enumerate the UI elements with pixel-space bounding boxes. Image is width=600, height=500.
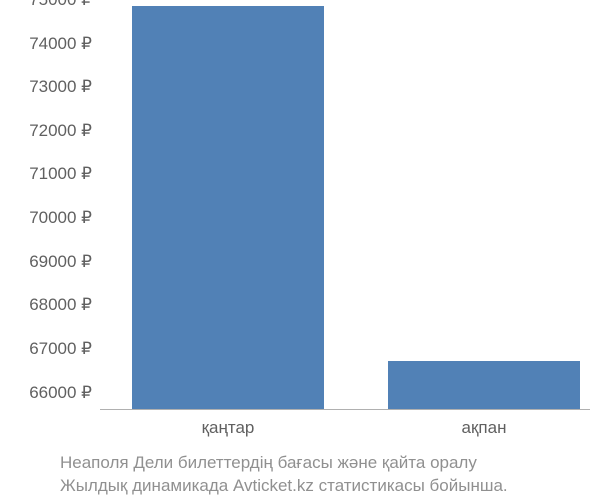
y-tick-label: 71000 ₽ <box>29 164 92 184</box>
bar-ақпан <box>388 361 580 409</box>
y-axis: 66000 ₽ 67000 ₽ 68000 ₽ 69000 ₽ 70000 ₽ 71000… <box>0 0 100 410</box>
y-tick-label: 70000 ₽ <box>29 208 92 228</box>
y-tick-label: 69000 ₽ <box>29 252 92 272</box>
plot-area <box>100 0 590 410</box>
caption-line-1: Неаполя Дели билеттердің бағасы және қай… <box>60 453 477 472</box>
y-tick-label: 74000 ₽ <box>29 34 92 54</box>
bar-қаңтар <box>132 6 324 409</box>
y-tick-label: 72000 ₽ <box>29 121 92 141</box>
x-tick-label: ақпан <box>462 418 507 438</box>
chart-caption: Неаполя Дели билеттердің бағасы және қай… <box>60 452 600 498</box>
y-tick-label: 68000 ₽ <box>29 295 92 315</box>
x-tick-label: қаңтар <box>202 418 255 438</box>
y-tick-label: 75000 ₽ <box>29 0 92 10</box>
y-tick-label: 73000 ₽ <box>29 77 92 97</box>
y-tick-label: 67000 ₽ <box>29 339 92 359</box>
caption-line-2: Жылдық динамикада Avticket.kz статистика… <box>60 476 508 495</box>
price-chart: 66000 ₽ 67000 ₽ 68000 ₽ 69000 ₽ 70000 ₽ 71000… <box>0 0 600 500</box>
y-tick-label: 66000 ₽ <box>29 383 92 403</box>
x-axis: қаңтар ақпан <box>100 418 590 442</box>
